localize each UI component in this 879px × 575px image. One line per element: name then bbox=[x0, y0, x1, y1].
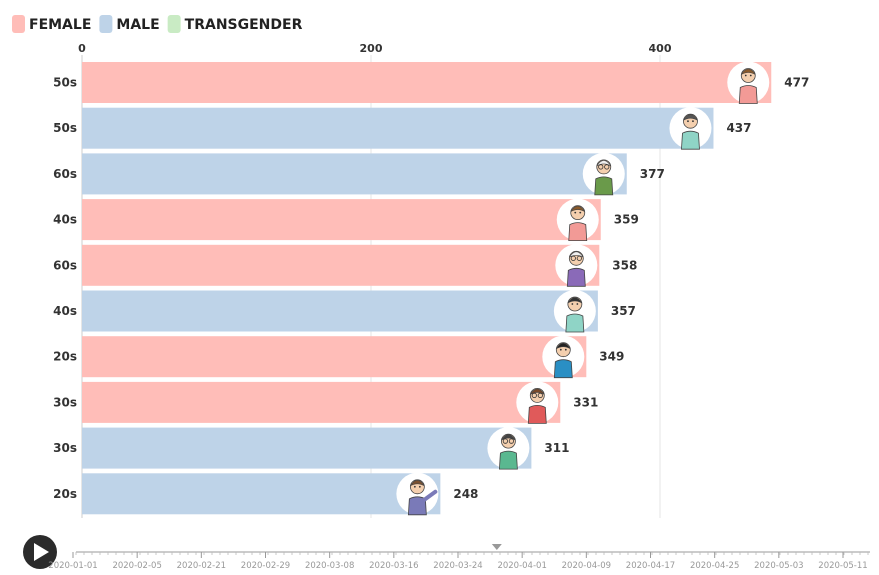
timeline-date-label: 2020-02-29 bbox=[241, 561, 290, 571]
value-label: 437 bbox=[726, 121, 751, 135]
legend-item-transgender[interactable]: TRANSGENDER bbox=[167, 15, 303, 33]
timeline-date-label: 2020-03-08 bbox=[305, 561, 354, 571]
category-label: 50s bbox=[53, 121, 77, 135]
x-tick-label: 0 bbox=[78, 42, 86, 55]
value-label: 349 bbox=[599, 350, 624, 364]
timeline-date-label: 2020-02-21 bbox=[177, 561, 226, 571]
legend-label: FEMALE bbox=[29, 17, 91, 33]
legend-label: MALE bbox=[116, 17, 159, 33]
bar-female[interactable] bbox=[82, 381, 561, 423]
category-label: 30s bbox=[53, 395, 77, 409]
timeline-date-label: 2020-02-05 bbox=[112, 561, 161, 571]
older-woman-avatar bbox=[727, 61, 770, 104]
category-label: 40s bbox=[53, 304, 77, 318]
timeline-date-label: 2020-05-03 bbox=[754, 561, 803, 571]
bar-group[interactable]: 50s 437 bbox=[53, 107, 752, 150]
legend-swatch bbox=[12, 15, 25, 33]
bar-group[interactable]: 20s 349 bbox=[53, 335, 624, 379]
category-label: 20s bbox=[53, 487, 77, 501]
value-label: 357 bbox=[611, 304, 636, 318]
value-label: 359 bbox=[614, 213, 639, 227]
elderly-woman-avatar bbox=[555, 244, 598, 287]
category-label: 40s bbox=[53, 213, 77, 227]
value-label: 377 bbox=[640, 167, 665, 181]
bar-female[interactable] bbox=[82, 199, 601, 241]
young-woman-avatar bbox=[542, 335, 585, 379]
bars: 50s 477 50s 437 60s 377 40s 359 60s 358 40s 357 20s 3… bbox=[53, 61, 809, 516]
bar-group[interactable]: 60s 358 bbox=[53, 244, 637, 287]
bar-male[interactable] bbox=[82, 473, 441, 515]
value-label: 331 bbox=[573, 395, 598, 409]
x-tick-label: 400 bbox=[649, 42, 672, 55]
older-man-avatar bbox=[669, 107, 712, 150]
man-avatar bbox=[553, 290, 596, 333]
legend-item-male[interactable]: MALE bbox=[99, 15, 160, 33]
value-label: 358 bbox=[612, 258, 637, 272]
bar-group[interactable]: 40s 357 bbox=[53, 290, 636, 333]
x-tick-label: 200 bbox=[360, 42, 383, 55]
timeline-date-label: 2020-03-16 bbox=[369, 561, 418, 571]
bar-group[interactable]: 60s 377 bbox=[53, 152, 665, 196]
bar-group[interactable]: 50s 477 bbox=[53, 61, 809, 104]
bar-group[interactable]: 30s 331 bbox=[53, 381, 598, 424]
legend: FEMALE MALE TRANSGENDER bbox=[12, 15, 303, 33]
category-label: 60s bbox=[53, 167, 77, 181]
category-label: 30s bbox=[53, 441, 77, 455]
category-label: 50s bbox=[53, 76, 77, 90]
legend-swatch bbox=[167, 15, 181, 33]
woman-avatar bbox=[556, 198, 599, 241]
play-button[interactable] bbox=[23, 535, 57, 569]
category-label: 20s bbox=[53, 350, 77, 364]
bar-female[interactable] bbox=[82, 336, 587, 378]
timeline-date-label: 2020-01-01 bbox=[48, 561, 97, 571]
man-glasses-avatar bbox=[487, 427, 530, 470]
timeline-date-label: 2020-04-17 bbox=[626, 561, 675, 571]
timeline-date-label: 2020-05-11 bbox=[818, 561, 867, 571]
play-icon bbox=[34, 543, 49, 561]
timeline-date-label: 2020-04-09 bbox=[562, 561, 611, 571]
bar-group[interactable]: 30s 311 bbox=[53, 427, 569, 470]
legend-label: TRANSGENDER bbox=[185, 17, 303, 33]
bar-male[interactable] bbox=[82, 107, 714, 149]
young-man-waving-avatar bbox=[396, 472, 439, 516]
legend-swatch bbox=[99, 15, 113, 33]
category-label: 60s bbox=[53, 258, 77, 272]
bar-female[interactable] bbox=[82, 62, 772, 103]
timeline-date-label: 2020-04-25 bbox=[690, 561, 739, 571]
bar-group[interactable]: 20s 248 bbox=[53, 472, 478, 516]
bar-male[interactable] bbox=[82, 153, 627, 195]
x-axis-ticks: 0 200 400 bbox=[78, 42, 672, 55]
timeline: 2020-01-01 2020-02-05 2020-02-21 2020-02-29… bbox=[23, 535, 870, 571]
timeline-date-label: 2020-04-01 bbox=[497, 561, 546, 571]
bar-male[interactable] bbox=[82, 427, 532, 469]
bar-female[interactable] bbox=[82, 244, 600, 286]
bar-male[interactable] bbox=[82, 290, 598, 332]
elderly-man-avatar bbox=[582, 152, 625, 196]
value-label: 248 bbox=[453, 487, 478, 501]
value-label: 311 bbox=[544, 441, 569, 455]
woman-glasses-avatar bbox=[516, 381, 559, 424]
bar-group[interactable]: 40s 359 bbox=[53, 198, 639, 241]
value-label: 477 bbox=[784, 76, 809, 90]
legend-item-female[interactable]: FEMALE bbox=[12, 15, 91, 33]
timeline-date-label: 2020-03-24 bbox=[433, 561, 482, 571]
timeline-handle[interactable] bbox=[491, 544, 502, 550]
